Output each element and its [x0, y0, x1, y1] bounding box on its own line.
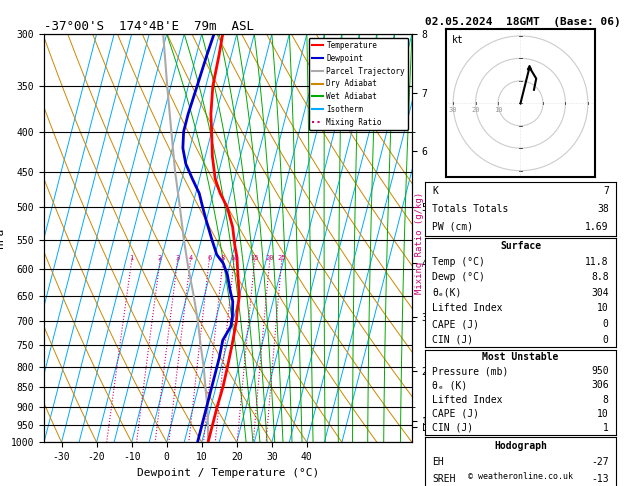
Text: 1: 1: [603, 423, 609, 433]
Text: CIN (J): CIN (J): [432, 335, 474, 345]
Text: 20: 20: [265, 255, 274, 261]
Text: 1.69: 1.69: [585, 222, 609, 232]
Legend: Temperature, Dewpoint, Parcel Trajectory, Dry Adiabat, Wet Adiabat, Isotherm, Mi: Temperature, Dewpoint, Parcel Trajectory…: [309, 38, 408, 130]
Text: CAPE (J): CAPE (J): [432, 409, 479, 419]
Text: 8: 8: [221, 255, 225, 261]
Text: Lifted Index: Lifted Index: [432, 395, 503, 404]
Text: Lifted Index: Lifted Index: [432, 303, 503, 313]
Text: -27: -27: [591, 457, 609, 467]
Text: 10: 10: [494, 107, 503, 113]
Text: CIN (J): CIN (J): [432, 423, 474, 433]
Text: θₑ (K): θₑ (K): [432, 381, 467, 390]
Text: Totals Totals: Totals Totals: [432, 204, 509, 214]
Text: Pressure (mb): Pressure (mb): [432, 366, 509, 376]
Y-axis label: km
ASL: km ASL: [447, 227, 465, 249]
Text: 8.8: 8.8: [591, 272, 609, 282]
Text: 02.05.2024  18GMT  (Base: 06): 02.05.2024 18GMT (Base: 06): [425, 17, 620, 27]
Text: 20: 20: [471, 107, 480, 113]
Text: EH: EH: [432, 457, 444, 467]
Text: 11.8: 11.8: [585, 257, 609, 267]
Text: 6: 6: [207, 255, 211, 261]
Text: Most Unstable: Most Unstable: [482, 352, 559, 362]
Text: 25: 25: [277, 255, 286, 261]
Text: 0: 0: [603, 335, 609, 345]
Text: θₑ(K): θₑ(K): [432, 288, 462, 298]
Text: Dewp (°C): Dewp (°C): [432, 272, 485, 282]
Text: 3: 3: [175, 255, 180, 261]
Text: Temp (°C): Temp (°C): [432, 257, 485, 267]
Text: 306: 306: [591, 381, 609, 390]
Text: 10: 10: [597, 303, 609, 313]
Text: 30: 30: [449, 107, 457, 113]
Text: 4: 4: [188, 255, 192, 261]
Text: 2: 2: [158, 255, 162, 261]
Text: SREH: SREH: [432, 474, 456, 484]
Text: Mixing Ratio (g/kg): Mixing Ratio (g/kg): [415, 192, 424, 294]
Text: 7: 7: [603, 186, 609, 196]
Text: © weatheronline.co.uk: © weatheronline.co.uk: [468, 472, 572, 481]
Text: 1: 1: [130, 255, 134, 261]
Text: 8: 8: [603, 395, 609, 404]
Text: PW (cm): PW (cm): [432, 222, 474, 232]
Text: kt: kt: [452, 35, 464, 45]
Text: -37°00'S  174°4B'E  79m  ASL: -37°00'S 174°4B'E 79m ASL: [44, 20, 254, 33]
Text: Hodograph: Hodograph: [494, 441, 547, 451]
Text: 10: 10: [230, 255, 238, 261]
Text: 15: 15: [250, 255, 259, 261]
Text: 950: 950: [591, 366, 609, 376]
Text: Surface: Surface: [500, 241, 541, 251]
Y-axis label: hPa: hPa: [0, 228, 5, 248]
X-axis label: Dewpoint / Temperature (°C): Dewpoint / Temperature (°C): [137, 468, 319, 478]
Text: 304: 304: [591, 288, 609, 298]
Text: 10: 10: [597, 409, 609, 419]
Text: K: K: [432, 186, 438, 196]
Text: 38: 38: [597, 204, 609, 214]
Text: 0: 0: [603, 319, 609, 329]
Text: -13: -13: [591, 474, 609, 484]
Text: CAPE (J): CAPE (J): [432, 319, 479, 329]
